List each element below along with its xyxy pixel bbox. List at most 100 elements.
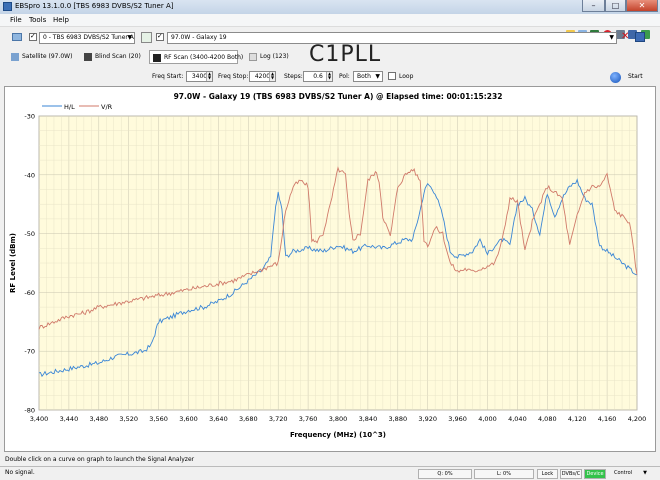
save-icon[interactable] xyxy=(635,32,645,42)
x-tick-label: 3,600 xyxy=(179,415,198,423)
rf-scan-icon xyxy=(153,54,161,62)
menu-file[interactable]: File xyxy=(10,16,22,24)
scan-icon xyxy=(84,53,92,61)
x-tick-label: 3,720 xyxy=(269,415,288,423)
close-button[interactable]: ✕ xyxy=(626,0,658,12)
x-tick-label: 4,120 xyxy=(568,415,587,423)
start-label[interactable]: Start xyxy=(628,73,643,80)
x-tick-label: 3,680 xyxy=(239,415,258,423)
signal-status: No signal. xyxy=(5,469,35,476)
tab-bar: Satellite (97.0W) Blind Scan (20) RF Sca… xyxy=(0,49,660,67)
freq-start-input[interactable]: 3400 ▲ ▼ xyxy=(186,71,213,82)
steps-label: Steps: xyxy=(284,73,303,80)
x-tick-label: 3,640 xyxy=(209,415,228,423)
tab-rf-scan-label: RF Scan (3400-4200 Both) xyxy=(164,54,244,61)
tab-blind-scan[interactable]: Blind Scan (20) xyxy=(81,50,141,64)
y-tick-label: -60 xyxy=(24,289,35,297)
device-badge: Device xyxy=(584,469,606,479)
spinner-icon[interactable]: ▲ ▼ xyxy=(269,71,275,81)
steps-input[interactable]: 0.6 ▲ ▼ xyxy=(303,71,333,82)
pol-select-value: Both xyxy=(357,73,371,80)
axis-ticks: 3,400 3,440 3,480 3,520 3,560 3,600 3,640 3,680… xyxy=(24,113,646,424)
x-tick-label: 4,160 xyxy=(598,415,617,423)
tab-log-label: Log (123) xyxy=(260,53,289,60)
tab-log[interactable]: Log (123) xyxy=(246,50,289,64)
satellite-checkbox[interactable]: ✓ xyxy=(156,32,164,41)
menu-bar: File Tools Help xyxy=(0,14,660,39)
help-icon[interactable] xyxy=(641,30,650,39)
y-tick-label: -40 xyxy=(24,171,35,179)
gear-icon[interactable] xyxy=(616,30,625,39)
grid-lines xyxy=(38,115,638,411)
x-tick-label: 3,440 xyxy=(60,415,79,423)
status-bar: No signal. Q: 0% L: 0% Lock DVBs/C Devic… xyxy=(0,466,660,480)
y-tick-label: -70 xyxy=(24,348,35,356)
minimize-button[interactable]: – xyxy=(582,0,605,12)
satellite-select[interactable]: 97.0W - Galaxy 19 ▼ xyxy=(167,32,617,44)
spinner-icon[interactable]: ▲ ▼ xyxy=(206,71,212,81)
y-tick-label: -30 xyxy=(24,113,35,121)
chart-svg[interactable]: 3,400 3,440 3,480 3,520 3,560 3,600 3,640 3,680… xyxy=(5,87,655,451)
series-lines xyxy=(38,166,638,378)
x-tick-label: 4,000 xyxy=(478,415,497,423)
menu-help[interactable]: Help xyxy=(53,16,69,24)
tuner-select[interactable]: 0 - TBS 6983 DVBS/S2 Tuner A ▼ xyxy=(39,32,135,44)
watermark-text: C1PLL xyxy=(309,42,382,67)
y-tick-label: -50 xyxy=(24,230,35,238)
chevron-down-icon: ▼ xyxy=(127,34,132,41)
tuner-select-value: 0 - TBS 6983 DVBS/S2 Tuner A xyxy=(43,34,134,41)
freq-start-value: 3400 xyxy=(191,73,208,80)
legend: H/L V/R xyxy=(42,103,113,111)
tab-satellite[interactable]: Satellite (97.0W) xyxy=(8,50,72,64)
freq-stop-input[interactable]: 4200 ▲ ▼ xyxy=(249,71,276,82)
start-button[interactable] xyxy=(610,72,621,83)
tuner-icon[interactable] xyxy=(12,33,22,41)
maximize-button[interactable]: □ xyxy=(605,0,626,12)
scan-controls: Freq Start: 3400 ▲ ▼ Freq Stop: 4200 ▲ ▼ S… xyxy=(0,68,660,84)
tab-blind-scan-label: Blind Scan (20) xyxy=(95,53,141,60)
x-tick-label: 3,920 xyxy=(418,415,437,423)
menu-tools[interactable]: Tools xyxy=(29,16,47,24)
satellite-select-value: 97.0W - Galaxy 19 xyxy=(171,34,227,41)
delete-icon[interactable]: ✕ xyxy=(621,31,630,42)
rf-scan-chart[interactable]: 3,400 3,440 3,480 3,520 3,560 3,600 3,640 3,680… xyxy=(4,86,656,452)
monitor-icon[interactable] xyxy=(628,30,637,39)
freq-stop-value: 4200 xyxy=(254,73,271,80)
x-tick-label: 3,520 xyxy=(119,415,138,423)
x-tick-label: 3,480 xyxy=(89,415,108,423)
x-tick-label: 3,840 xyxy=(359,415,378,423)
window-title: EBSpro 13.1.0.0 [TBS 6983 DVBS/S2 Tuner … xyxy=(15,2,174,10)
control-dropdown-icon[interactable]: ▼ xyxy=(643,470,647,476)
control-label[interactable]: Control xyxy=(613,470,633,476)
legend-vr-label: V/R xyxy=(101,103,113,111)
tab-satellite-label: Satellite (97.0W) xyxy=(22,53,73,60)
freq-start-label: Freq Start: xyxy=(152,73,184,80)
x-tick-label: 3,560 xyxy=(149,415,168,423)
app-icon xyxy=(3,2,12,11)
x-tick-label: 3,800 xyxy=(329,415,348,423)
add-satellite-icon[interactable] xyxy=(141,32,152,43)
x-tick-label: 3,760 xyxy=(299,415,318,423)
tab-rf-scan[interactable]: RF Scan (3400-4200 Both) xyxy=(149,50,243,64)
title-bar: EBSpro 13.1.0.0 [TBS 6983 DVBS/S2 Tuner … xyxy=(0,0,660,14)
y-axis-label: RF Level (dBm) xyxy=(9,233,17,293)
spinner-icon[interactable]: ▲ ▼ xyxy=(326,71,332,81)
lock-badge: Lock xyxy=(537,469,558,479)
x-tick-label: 4,200 xyxy=(628,415,647,423)
x-tick-label: 3,960 xyxy=(448,415,467,423)
y-tick-label: -80 xyxy=(24,407,35,415)
dvb-badge: DVBs/C xyxy=(560,469,582,479)
chevron-down-icon: ▼ xyxy=(609,34,614,41)
x-axis-label: Frequency (MHz) (10^3) xyxy=(290,431,386,439)
steps-value: 0.6 xyxy=(313,73,323,80)
freq-stop-label: Freq Stop: xyxy=(218,73,249,80)
tuner-checkbox[interactable]: ✓ xyxy=(29,32,37,41)
pol-label: Pol: xyxy=(339,73,350,80)
quality-indicator: Q: 0% xyxy=(418,469,472,479)
pol-select[interactable]: Both ▼ xyxy=(353,71,383,82)
chart-title: 97.0W - Galaxy 19 (TBS 6983 DVBS/S2 Tune… xyxy=(174,92,503,101)
log-icon xyxy=(249,53,257,61)
x-tick-label: 4,080 xyxy=(538,415,557,423)
loop-checkbox[interactable] xyxy=(388,72,396,80)
